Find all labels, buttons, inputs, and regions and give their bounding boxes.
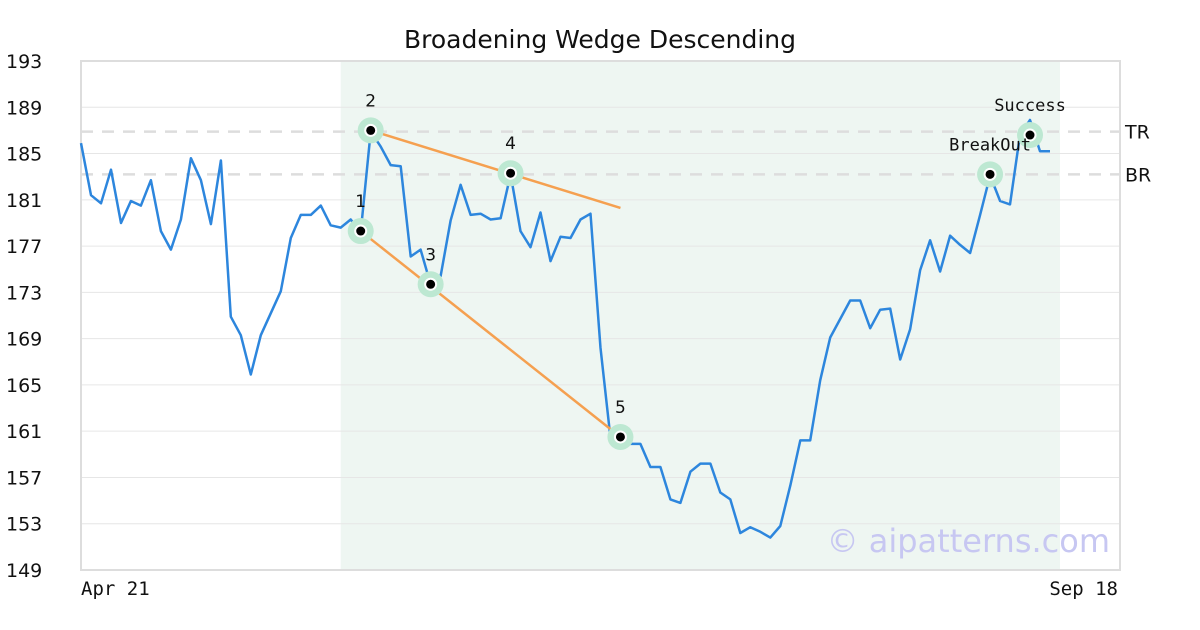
pivot-1-dot [354, 224, 368, 238]
pivot-label-1: 1 [355, 192, 366, 212]
level-label-br: BR [1125, 164, 1151, 186]
y-tick-label: 153 [6, 514, 42, 536]
pivot-3-dot [424, 277, 438, 291]
chart-title: Broadening Wedge Descending [404, 25, 796, 54]
y-tick-label: 181 [6, 190, 42, 212]
pivot-label-2: 2 [365, 91, 376, 111]
pivot-label-3: 3 [425, 245, 436, 265]
level-lines-layer [81, 130, 1120, 176]
y-tick-label: 161 [6, 421, 42, 443]
text-layer: 149153157161165169173177181185189193TRBR… [6, 51, 1151, 582]
trendline-lower [359, 230, 622, 438]
plot-frame [80, 60, 1121, 571]
x-tick-label-end: Sep 18 [1049, 578, 1118, 600]
watermark: © aipatterns.com [827, 522, 1110, 560]
series-layer [79, 118, 1050, 539]
y-tick-label: 189 [6, 97, 42, 119]
pivot-2-dot [364, 123, 378, 137]
pattern-region [340, 61, 1060, 570]
signal-label-success: Success [994, 96, 1066, 116]
pattern-region-layer [340, 61, 1060, 570]
y-tick-label: 169 [6, 329, 42, 351]
signal-label-breakout: BreakOut [949, 135, 1031, 155]
y-tick-label: 165 [6, 375, 42, 397]
price-series-line [79, 118, 1050, 539]
pivot-5-dot [613, 430, 627, 444]
x-tick-label-start: Apr 21 [81, 578, 150, 600]
trendline-upper [370, 129, 621, 210]
signal-success-dot [1023, 128, 1037, 142]
level-label-tr: TR [1124, 122, 1150, 144]
y-tick-label: 177 [6, 236, 42, 258]
y-tick-label: 193 [6, 51, 42, 73]
marker-layer [347, 117, 1044, 450]
y-tick-label: 149 [6, 560, 42, 582]
y-tick-label: 185 [6, 144, 42, 166]
trendline-layer [359, 129, 622, 438]
grid-layer [80, 60, 1121, 571]
y-tick-label: 157 [6, 467, 42, 489]
pivot-label-5: 5 [615, 398, 626, 418]
pivot-4-dot [504, 166, 518, 180]
signal-breakout-dot [983, 167, 997, 181]
y-tick-label: 173 [6, 282, 42, 304]
pivot-label-4: 4 [505, 134, 516, 154]
